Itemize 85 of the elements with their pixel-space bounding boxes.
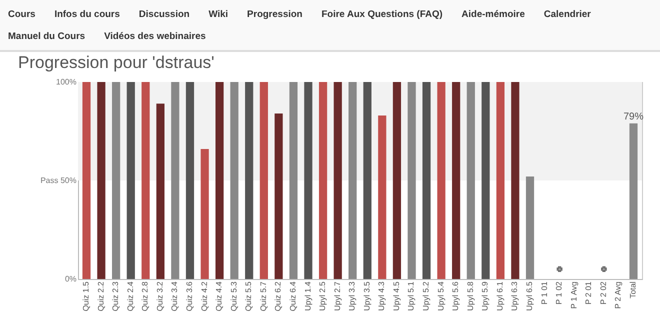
- bar: [82, 82, 91, 279]
- x-tick-label: Upyl 2.5: [318, 280, 328, 311]
- bar: [112, 82, 120, 279]
- bar: [526, 176, 534, 279]
- x-tick-label: Quiz 5.3: [229, 280, 238, 312]
- x-tick-label: Upyl 5.4: [436, 280, 446, 311]
- x-tick-label: P 1 02: [554, 280, 564, 304]
- bar: [156, 104, 164, 279]
- bar: [245, 82, 254, 279]
- x-tick-label: Upyl 6.1: [495, 280, 504, 311]
- x-tick-label: Quiz 6.2: [274, 280, 283, 312]
- x-tick-label: Upyl 1.4: [303, 280, 312, 311]
- x-tick-label: Quiz 6.4: [288, 280, 298, 312]
- data-label: 79%: [623, 111, 644, 122]
- y-tick-label: 100%: [56, 78, 76, 86]
- x-tick-label: Upyl 5.6: [451, 280, 460, 311]
- x-tick-label: Upyl 5.8: [466, 280, 475, 311]
- x-tick-label: Upyl 5.2: [422, 280, 431, 311]
- bar: [142, 82, 150, 279]
- x-tick-label: Upyl 4.3: [377, 280, 386, 311]
- x-tick-label: Quiz 5.7: [258, 280, 268, 312]
- bar: [304, 82, 312, 279]
- x-tick-label: Upyl 3.5: [362, 280, 372, 311]
- x-tick-label: Quiz 2.3: [111, 280, 120, 312]
- bar: [200, 148, 209, 279]
- y-tick-label: Pass 50%: [40, 176, 76, 185]
- bar: [378, 115, 386, 279]
- bar: [334, 82, 342, 279]
- bar: [437, 82, 446, 279]
- bar: [260, 82, 268, 279]
- x-tick-label: P 1 Avg: [569, 282, 578, 309]
- x-tick-label: Upyl 6.3: [510, 280, 520, 311]
- bar: [126, 82, 135, 279]
- text: Manuel du Cours: [8, 30, 86, 44]
- text: Aide-mémoire: [462, 8, 526, 22]
- bar: [230, 82, 238, 279]
- x-tick-label: Upyl 2.7: [332, 280, 342, 311]
- bar: [466, 82, 475, 279]
- bar: [452, 82, 460, 279]
- bar: [186, 82, 194, 279]
- x-tick-label: Quiz 4.2: [200, 280, 209, 312]
- x-tick-label: Upyl 6.5: [525, 280, 534, 311]
- x-tick-label: P 2 01: [584, 280, 594, 304]
- bar: [171, 82, 180, 279]
- text: Progression: [247, 8, 304, 22]
- bar: [348, 82, 357, 279]
- x-tick-label: Upyl 5.9: [480, 280, 490, 311]
- x-tick-label: Quiz 2.2: [96, 280, 106, 312]
- bar: [496, 82, 505, 279]
- text: Infos du cours: [54, 8, 121, 22]
- x-tick-label: Quiz 2.4: [126, 280, 135, 312]
- text: Discussion: [138, 8, 191, 22]
- chart-title: Progression pour 'dstraus': [18, 53, 214, 72]
- x-tick-label: P 2 Avg: [614, 282, 623, 309]
- text: Cours: [8, 8, 36, 22]
- x-tick-label: Quiz 3.2: [155, 280, 164, 312]
- text: Calendrier: [544, 8, 592, 22]
- x-tick-label: Total: [628, 281, 638, 298]
- bar: [422, 82, 431, 279]
- bar: [511, 82, 520, 279]
- bar: [97, 82, 106, 279]
- x-tick-label: Upyl 3.3: [348, 280, 357, 311]
- x-tick-label: Quiz 4.4: [214, 280, 224, 312]
- bar: [408, 82, 416, 279]
- bar: [318, 82, 328, 279]
- bar: [274, 114, 283, 279]
- x-tick-label: Quiz 5.5: [244, 280, 254, 312]
- x-tick-label: Quiz 2.8: [140, 280, 150, 312]
- x-tick-label: Upyl 4.5: [392, 280, 401, 311]
- bar: [289, 82, 298, 279]
- x-tick-label: Quiz 3.6: [184, 280, 194, 312]
- bar: [629, 123, 638, 279]
- bar: [363, 82, 372, 279]
- x-tick-label: P 2 02: [598, 280, 608, 304]
- text: Vidéos des webinaires: [104, 30, 207, 44]
- text: Foire Aux Questions (FAQ): [321, 8, 444, 22]
- x-tick-label: Quiz 1.5: [82, 280, 90, 312]
- text: Wiki: [208, 8, 230, 22]
- x-tick-label: Upyl 5.1: [406, 280, 416, 311]
- bar: [482, 82, 490, 279]
- x-tick-label: P 1 01: [540, 280, 549, 304]
- x-tick-label: Quiz 3.4: [170, 280, 180, 312]
- bar: [215, 82, 224, 279]
- y-tick-label: 0%: [64, 274, 76, 284]
- bar: [392, 82, 402, 279]
